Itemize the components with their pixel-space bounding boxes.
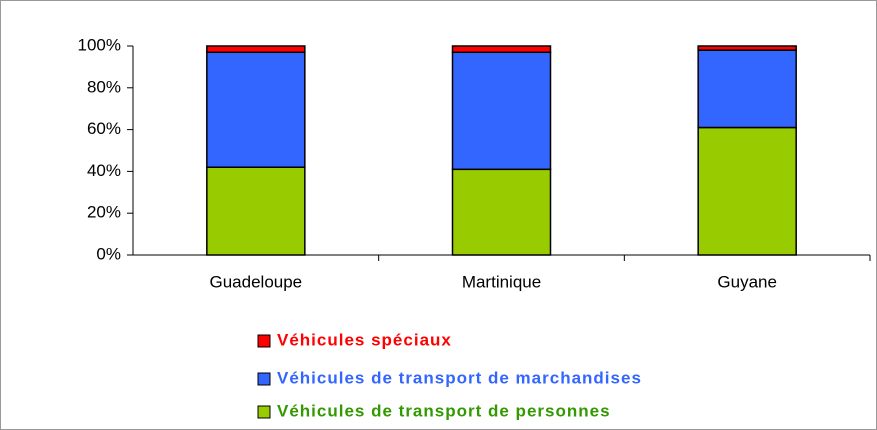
bar-segment	[206, 45, 306, 54]
y-tick-label: 20%	[87, 203, 121, 222]
legend-swatch	[257, 334, 271, 348]
y-tick-label: 0%	[96, 244, 121, 263]
bar-segment	[206, 166, 306, 256]
bar-segment	[451, 51, 552, 171]
bar-segment	[697, 45, 797, 51]
bar-segment	[206, 51, 306, 168]
x-tick-label: Guyane	[717, 272, 777, 291]
bar-segment	[697, 49, 797, 129]
legend-label: Véhicules de transport de personnes	[277, 401, 611, 420]
y-tick-label: 40%	[87, 161, 121, 180]
bar-segment	[451, 45, 552, 54]
x-tick-label: Guadeloupe	[210, 272, 303, 291]
legend-swatch	[257, 405, 271, 419]
bar-segment	[697, 126, 797, 256]
legend-label: Véhicules de transport de marchandises	[277, 368, 642, 387]
legend-swatch	[257, 372, 271, 386]
x-tick-label: Martinique	[462, 272, 541, 291]
bar-segment	[451, 168, 552, 256]
y-tick-label: 80%	[87, 77, 121, 96]
y-tick-label: 100%	[78, 35, 121, 54]
legend-label: Véhicules spéciaux	[277, 330, 452, 349]
y-tick-label: 60%	[87, 119, 121, 138]
